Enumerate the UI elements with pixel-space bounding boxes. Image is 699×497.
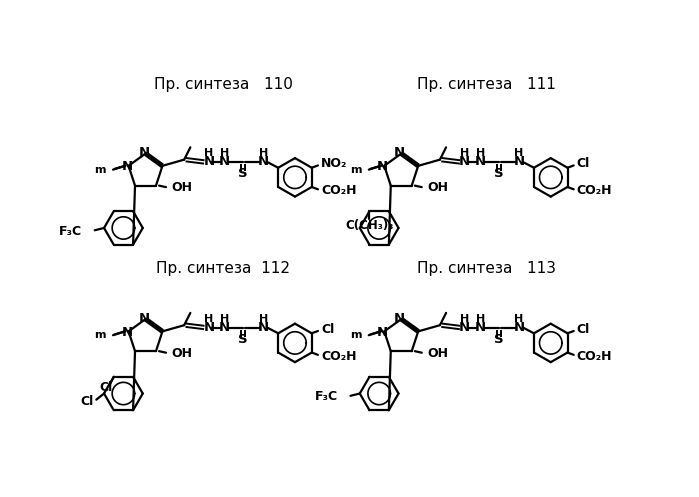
Text: OH: OH bbox=[171, 181, 192, 194]
Text: N: N bbox=[377, 160, 389, 173]
Text: N: N bbox=[122, 326, 133, 338]
Text: N: N bbox=[219, 156, 230, 168]
Text: CO₂H: CO₂H bbox=[321, 350, 356, 363]
Text: N: N bbox=[394, 312, 405, 325]
Text: Cl: Cl bbox=[577, 158, 590, 170]
Text: OH: OH bbox=[427, 347, 448, 360]
Text: H: H bbox=[514, 314, 524, 324]
Text: N: N bbox=[475, 156, 486, 168]
Text: N: N bbox=[258, 321, 268, 334]
Text: CO₂H: CO₂H bbox=[577, 184, 612, 197]
Text: N: N bbox=[203, 156, 215, 168]
Text: N: N bbox=[377, 326, 389, 338]
Text: H: H bbox=[460, 314, 469, 324]
Text: N: N bbox=[219, 321, 230, 334]
Text: m: m bbox=[94, 165, 106, 174]
Text: Пр. синтеза   111: Пр. синтеза 111 bbox=[417, 77, 556, 91]
Text: S: S bbox=[494, 332, 503, 345]
Text: Cl: Cl bbox=[99, 381, 113, 394]
Text: Cl: Cl bbox=[80, 395, 94, 408]
Text: CO₂H: CO₂H bbox=[321, 184, 356, 197]
Text: N: N bbox=[513, 321, 524, 334]
Text: Пр. синтеза  112: Пр. синтеза 112 bbox=[156, 261, 290, 276]
Text: F₃C: F₃C bbox=[59, 225, 82, 238]
Text: NO₂: NO₂ bbox=[321, 158, 347, 170]
Text: m: m bbox=[350, 330, 362, 340]
Text: OH: OH bbox=[171, 347, 192, 360]
Text: m: m bbox=[350, 165, 362, 174]
Text: H: H bbox=[475, 149, 485, 159]
Text: Cl: Cl bbox=[321, 323, 334, 336]
Text: H: H bbox=[204, 149, 214, 159]
Text: Пр. синтеза   113: Пр. синтеза 113 bbox=[417, 261, 556, 276]
Text: S: S bbox=[238, 332, 248, 345]
Text: H: H bbox=[259, 149, 268, 159]
Text: H: H bbox=[219, 149, 229, 159]
Text: F₃C: F₃C bbox=[315, 390, 338, 403]
Text: H: H bbox=[460, 149, 469, 159]
Text: H: H bbox=[259, 314, 268, 324]
Text: N: N bbox=[122, 160, 133, 173]
Text: N: N bbox=[394, 146, 405, 160]
Text: H: H bbox=[514, 149, 524, 159]
Text: N: N bbox=[203, 321, 215, 334]
Text: C(CH₃)₃: C(CH₃)₃ bbox=[345, 219, 394, 232]
Text: N: N bbox=[513, 156, 524, 168]
Text: CO₂H: CO₂H bbox=[577, 350, 612, 363]
Text: H: H bbox=[204, 314, 214, 324]
Text: N: N bbox=[138, 312, 150, 325]
Text: OH: OH bbox=[427, 181, 448, 194]
Text: S: S bbox=[494, 167, 503, 180]
Text: S: S bbox=[238, 167, 248, 180]
Text: H: H bbox=[219, 314, 229, 324]
Text: Пр. синтеза   110: Пр. синтеза 110 bbox=[154, 77, 292, 91]
Text: N: N bbox=[459, 156, 470, 168]
Text: N: N bbox=[138, 146, 150, 160]
Text: N: N bbox=[258, 156, 268, 168]
Text: H: H bbox=[475, 314, 485, 324]
Text: m: m bbox=[94, 330, 106, 340]
Text: Cl: Cl bbox=[577, 323, 590, 336]
Text: N: N bbox=[475, 321, 486, 334]
Text: N: N bbox=[459, 321, 470, 334]
